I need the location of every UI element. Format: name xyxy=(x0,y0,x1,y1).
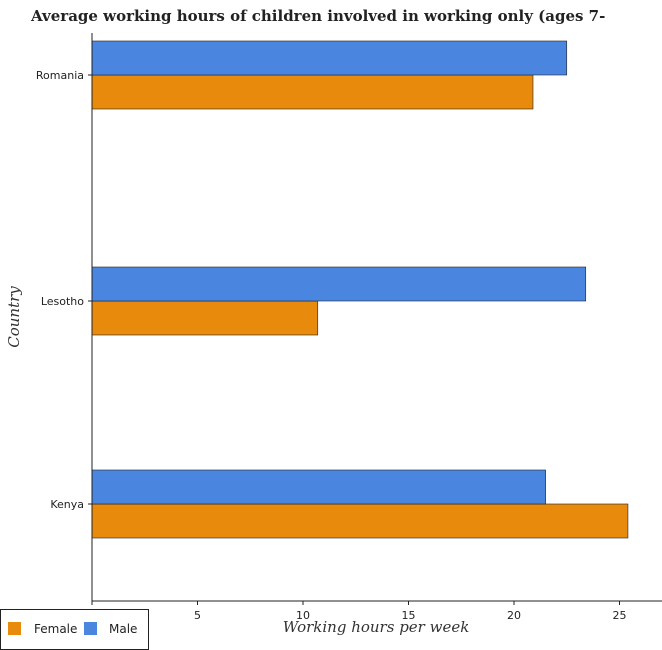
legend: Female Male xyxy=(0,609,149,650)
y-tick-label: Romania xyxy=(36,69,84,82)
bar-kenya-female xyxy=(91,503,629,539)
legend-box xyxy=(0,609,149,650)
x-tick-label: 25 xyxy=(613,609,627,622)
y-tick-label: Kenya xyxy=(50,498,84,511)
legend-label-female: Female xyxy=(34,622,77,636)
bar-kenya-male xyxy=(91,469,546,505)
bar-layer xyxy=(91,40,629,539)
legend-label-male: Male xyxy=(109,622,137,636)
x-tick-label: 10 xyxy=(296,609,310,622)
x-tick-label: 20 xyxy=(507,609,521,622)
y-tick-label: Lesotho xyxy=(41,295,84,308)
x-axis-title: Working hours per week xyxy=(283,618,470,636)
bar-romania-female xyxy=(91,74,534,110)
x-tick-label: 5 xyxy=(194,609,201,622)
chart-title: Average working hours of children involv… xyxy=(30,7,605,25)
x-tick-label: 15 xyxy=(402,609,416,622)
bar-lesotho-female xyxy=(91,300,319,336)
legend-swatch-female xyxy=(8,622,21,635)
bar-lesotho-male xyxy=(91,266,587,302)
y-axis-title: Country xyxy=(5,286,23,348)
bar-romania-male xyxy=(91,40,568,76)
y-axis-ticks: Kenya Lesotho Romania xyxy=(36,69,92,511)
legend-swatch-male xyxy=(84,622,97,635)
